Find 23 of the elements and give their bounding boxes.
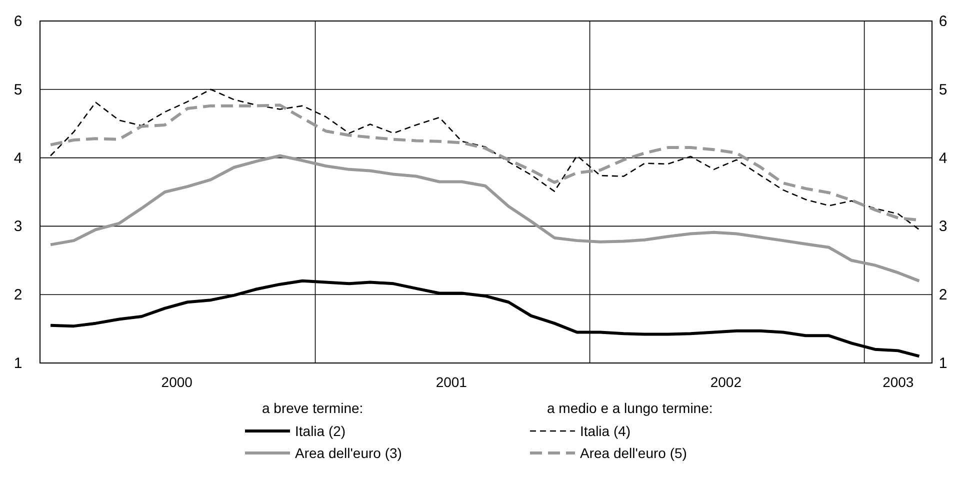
y2-tick-label: 1: [938, 355, 948, 372]
x-tick-label: 2001: [436, 374, 468, 390]
y2-tick-label: 3: [938, 218, 948, 236]
line-series: [49, 154, 921, 282]
y2-tick-label: 6: [938, 13, 948, 30]
y2-tick-label: 5: [938, 81, 948, 98]
legend-label: Area dell'euro (3): [295, 445, 402, 461]
text: a breve termine:: [262, 400, 364, 416]
legend-label: Italia (4): [580, 423, 631, 439]
legend-label: Italia (2): [295, 423, 346, 439]
y-tick-label: 1: [14, 355, 22, 372]
y2-tick-label: 4: [938, 150, 948, 167]
y-tick-label: 4: [14, 150, 22, 167]
y2-tick-label: 2: [938, 286, 948, 304]
x-tick-label: 2000: [161, 374, 193, 390]
y-tick-label: 2: [14, 286, 22, 304]
y-tick-label: 3: [14, 218, 22, 236]
y-tick-label: 5: [14, 81, 22, 98]
y-tick-label: 6: [14, 13, 22, 30]
text: a medio e a lungo termine:: [547, 400, 713, 416]
x-tick-label: 2002: [710, 374, 742, 390]
x-tick-label: 2003: [882, 374, 914, 390]
legend-label: Area dell'euro (5): [580, 445, 687, 461]
